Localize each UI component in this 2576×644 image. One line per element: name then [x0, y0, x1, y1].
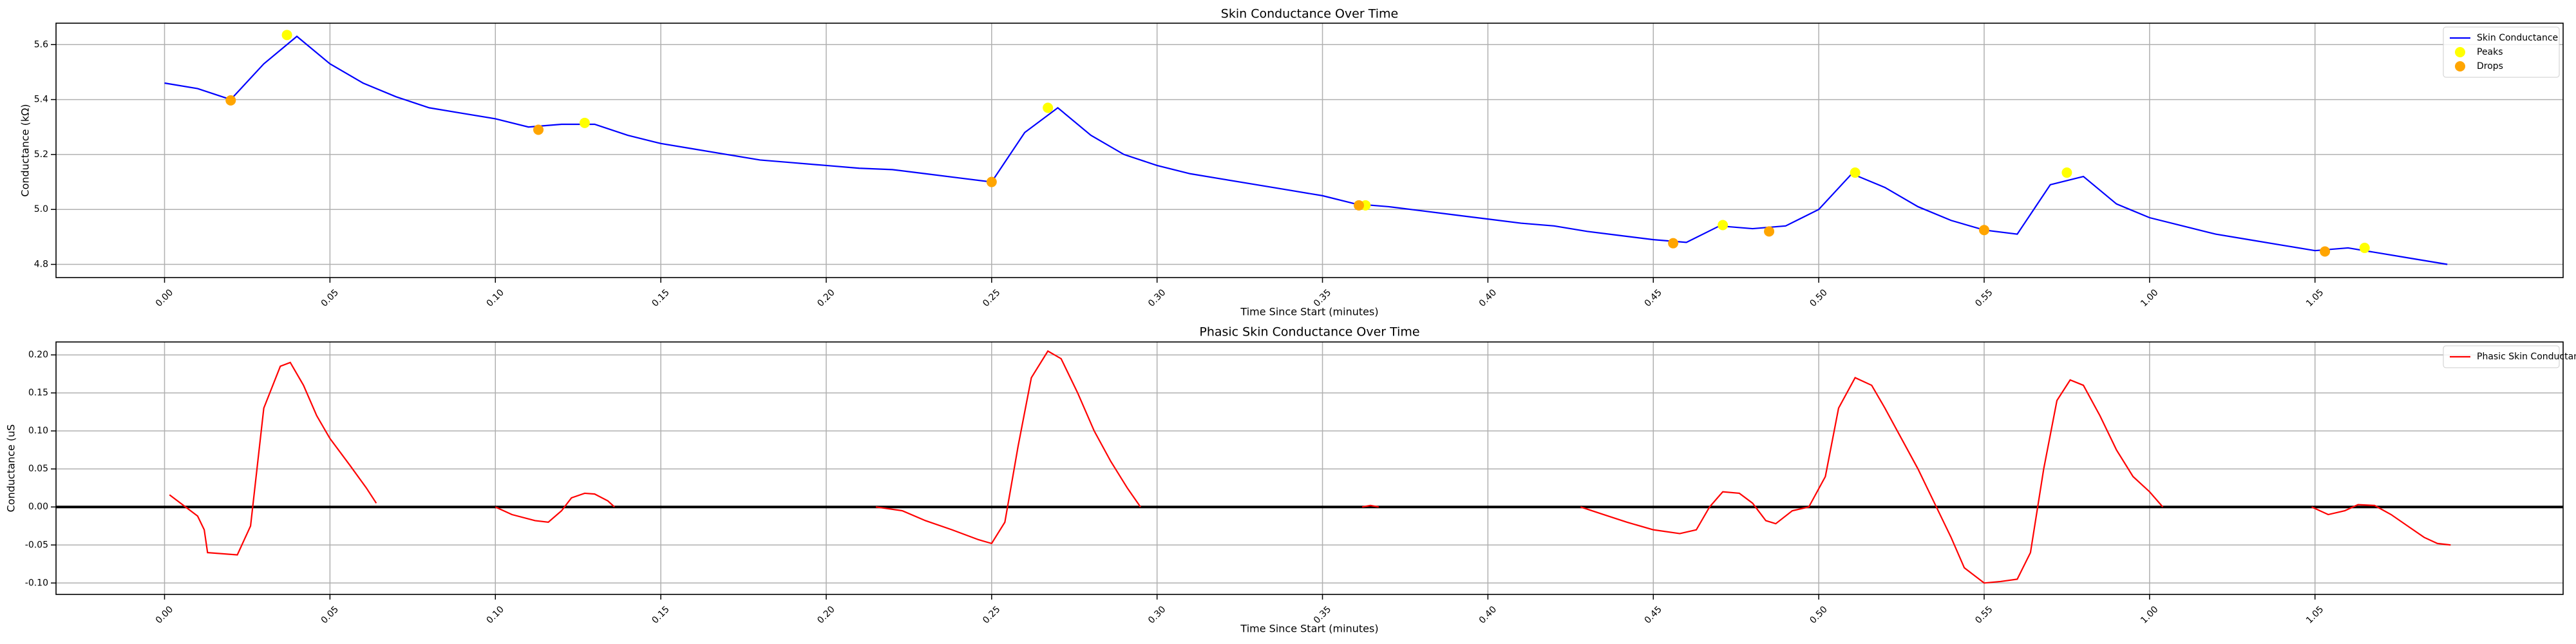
subplot: Phasic Skin Conductance Over Time Time Si… [5, 325, 2576, 635]
y-tick-label: 0.20 [28, 350, 48, 360]
legend-label: Peaks [2477, 47, 2503, 57]
x-tick-label: 0.05 [319, 287, 341, 308]
y-tick-label: 5.4 [34, 95, 48, 105]
x-tick-label: 1.00 [2139, 287, 2160, 308]
y-tick-label: 4.8 [34, 260, 48, 270]
x-tick-label: 0.45 [1643, 287, 1664, 308]
legend-swatch [2455, 47, 2465, 57]
y-tick-label: 5.0 [34, 204, 48, 214]
x-tick-label: 0.45 [1643, 604, 1664, 625]
x-tick-label: 0.15 [650, 604, 671, 625]
y-tick-label: 0.00 [28, 502, 48, 512]
plot-frame [55, 23, 2564, 278]
y-tick-label: 0.15 [28, 388, 48, 398]
legend-box [2443, 345, 2560, 368]
y-tick-label: 0.05 [28, 464, 48, 474]
data-point [1764, 226, 1775, 237]
data-point [1718, 220, 1728, 231]
legend: Phasic Skin Conductance [2443, 345, 2576, 368]
y-tick-label: -0.05 [25, 540, 48, 550]
x-tick-label: 0.30 [1146, 604, 1168, 625]
legend-label: Drops [2477, 61, 2503, 71]
x-axis-label: Time Since Start (minutes) [1240, 306, 1378, 318]
y-tick-label: 5.2 [34, 149, 48, 160]
x-tick-label: 1.05 [2304, 604, 2325, 625]
x-tick-label: 0.10 [485, 604, 506, 625]
x-tick-label: 1.00 [2139, 604, 2160, 625]
data-point [1043, 102, 1054, 113]
x-tick-label: 0.20 [815, 287, 837, 308]
y-axis-label: Conductance (uS [5, 424, 17, 513]
x-tick-label: 0.05 [319, 604, 341, 625]
x-tick-label: 0.40 [1477, 287, 1499, 308]
x-tick-label: 0.00 [154, 287, 175, 308]
data-point [1668, 238, 1679, 249]
data-point [986, 176, 997, 187]
x-tick-label: 0.20 [815, 604, 837, 625]
x-tick-label: 0.55 [1973, 287, 1994, 308]
data-point [2061, 167, 2072, 178]
x-axis-label: Time Since Start (minutes) [1240, 623, 1378, 635]
legend-label: Skin Conductance [2477, 33, 2558, 43]
data-point [579, 117, 590, 128]
data-point [225, 95, 236, 106]
legend-box [2443, 26, 2560, 78]
data-point [1354, 200, 1365, 211]
x-tick-label: 0.50 [1808, 604, 1829, 625]
legend: Skin Conductance Peaks Drops [2443, 26, 2560, 78]
chart-title: Skin Conductance Over Time [1221, 7, 1398, 21]
legend-label: Phasic Skin Conductance [2477, 352, 2576, 362]
data-point [1978, 225, 1989, 236]
data-point [1850, 167, 1861, 178]
legend-swatch [2455, 61, 2465, 71]
plot-frame [55, 341, 2564, 595]
y-tick-label: 0.10 [28, 426, 48, 436]
x-tick-label: 0.25 [981, 604, 1002, 625]
data-point [2359, 242, 2370, 253]
y-tick-label: 5.6 [34, 39, 48, 50]
data-line [169, 350, 2451, 584]
y-axis-label: Conductance (kΩ) [19, 104, 32, 196]
chart-title: Phasic Skin Conductance Over Time [1199, 325, 1419, 339]
x-tick-label: 0.50 [1808, 287, 1829, 308]
x-tick-label: 0.25 [981, 287, 1002, 308]
data-line [164, 35, 2448, 265]
y-tick-label: -0.10 [25, 578, 48, 588]
x-tick-label: 1.05 [2304, 287, 2325, 308]
data-point [533, 124, 544, 135]
data-point [2320, 246, 2331, 257]
x-tick-label: 0.00 [154, 604, 175, 625]
data-point [281, 30, 292, 41]
x-tick-label: 0.15 [650, 287, 671, 308]
x-tick-label: 0.10 [485, 287, 506, 308]
subplot: Skin Conductance Over Time Time Since Sta… [19, 7, 2564, 318]
x-tick-label: 0.40 [1477, 604, 1499, 625]
x-tick-label: 0.55 [1973, 604, 1994, 625]
x-tick-label: 0.30 [1146, 287, 1168, 308]
